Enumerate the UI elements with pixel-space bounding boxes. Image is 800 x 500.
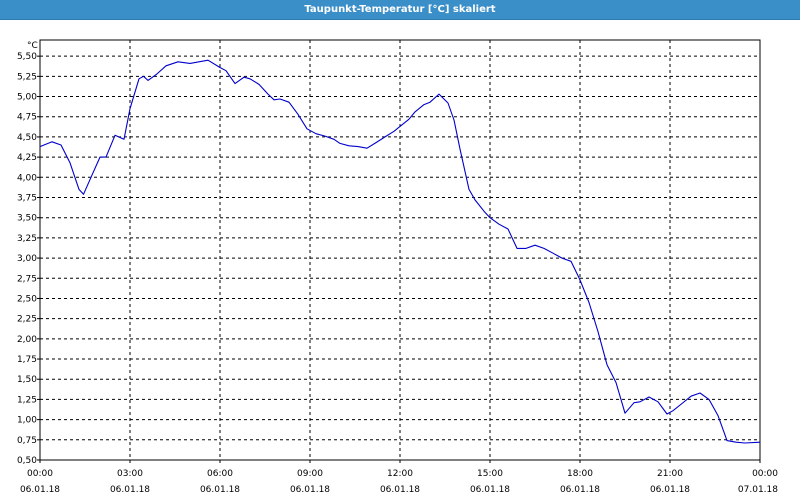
x-tick-time-label: 12:00 xyxy=(387,469,413,479)
x-tick-time-label: 03:00 xyxy=(117,469,143,479)
y-tick-label: 5,50 xyxy=(17,52,37,62)
x-tick-time-label: 15:00 xyxy=(477,469,503,479)
x-tick-date-label: 07.01.18 xyxy=(738,485,778,495)
x-tick-date-label: 06.01.18 xyxy=(110,485,150,495)
x-tick-date-label: 06.01.18 xyxy=(380,485,420,495)
grid xyxy=(40,40,760,461)
y-tick-label: 5,00 xyxy=(17,93,37,103)
y-tick-label: 1,50 xyxy=(17,375,37,385)
y-tick-label: 3,25 xyxy=(17,234,37,244)
y-tick-label: 0,75 xyxy=(17,436,37,446)
y-tick-label: 4,75 xyxy=(17,113,37,123)
x-tick-time-label: 00:00 xyxy=(752,469,778,479)
x-tick-date-label: 06.01.18 xyxy=(290,485,330,495)
x-tick-date-label: 06.01.18 xyxy=(470,485,510,495)
x-tick-date-label: 06.01.18 xyxy=(560,485,600,495)
y-tick-label: 1,25 xyxy=(17,395,37,405)
x-tick-date-label: 06.01.18 xyxy=(20,485,60,495)
x-axis: 00:00 06.01.18 03:00 06.01.18 06:00 06.01.18 0… xyxy=(20,460,778,495)
x-tick-time-label: 00:00 xyxy=(27,469,53,479)
chart-title: Taupunkt-Temperatur [°C] skaliert xyxy=(304,4,496,15)
y-tick-label: 4,50 xyxy=(17,133,37,143)
y-tick-label: 2,50 xyxy=(17,294,37,304)
x-tick-time-label: 06:00 xyxy=(207,469,233,479)
y-tick-label: 5,25 xyxy=(17,72,37,82)
x-tick-date-label: 06.01.18 xyxy=(650,485,690,495)
y-tick-label: 1,00 xyxy=(17,416,37,426)
series-line xyxy=(39,59,761,444)
y-tick-label: 4,00 xyxy=(17,173,37,183)
y-tick-label: 3,75 xyxy=(17,194,37,204)
x-tick-time-label: 18:00 xyxy=(567,469,593,479)
y-tick-label: 0,50 xyxy=(17,456,37,466)
y-axis-label: °C xyxy=(27,41,38,51)
y-axis: 0,50 0,75 1,00 1,25 1,50 1,75 2,00 2,25 2,50 2,75… xyxy=(17,52,40,466)
y-tick-label: 1,75 xyxy=(17,355,37,365)
y-tick-label: 2,75 xyxy=(17,274,37,284)
x-tick-date-label: 06.01.18 xyxy=(200,485,240,495)
y-tick-label: 4,25 xyxy=(17,153,37,163)
x-tick-time-label: 09:00 xyxy=(297,469,323,479)
y-tick-label: 3,00 xyxy=(17,254,37,264)
chart-title-bar: Taupunkt-Temperatur [°C] skaliert xyxy=(0,0,800,20)
y-tick-label: 3,50 xyxy=(17,214,37,224)
series xyxy=(39,59,761,444)
x-tick-time-label: 21:00 xyxy=(657,469,683,479)
y-tick-label: 2,25 xyxy=(17,315,37,325)
y-tick-label: 2,00 xyxy=(17,335,37,345)
